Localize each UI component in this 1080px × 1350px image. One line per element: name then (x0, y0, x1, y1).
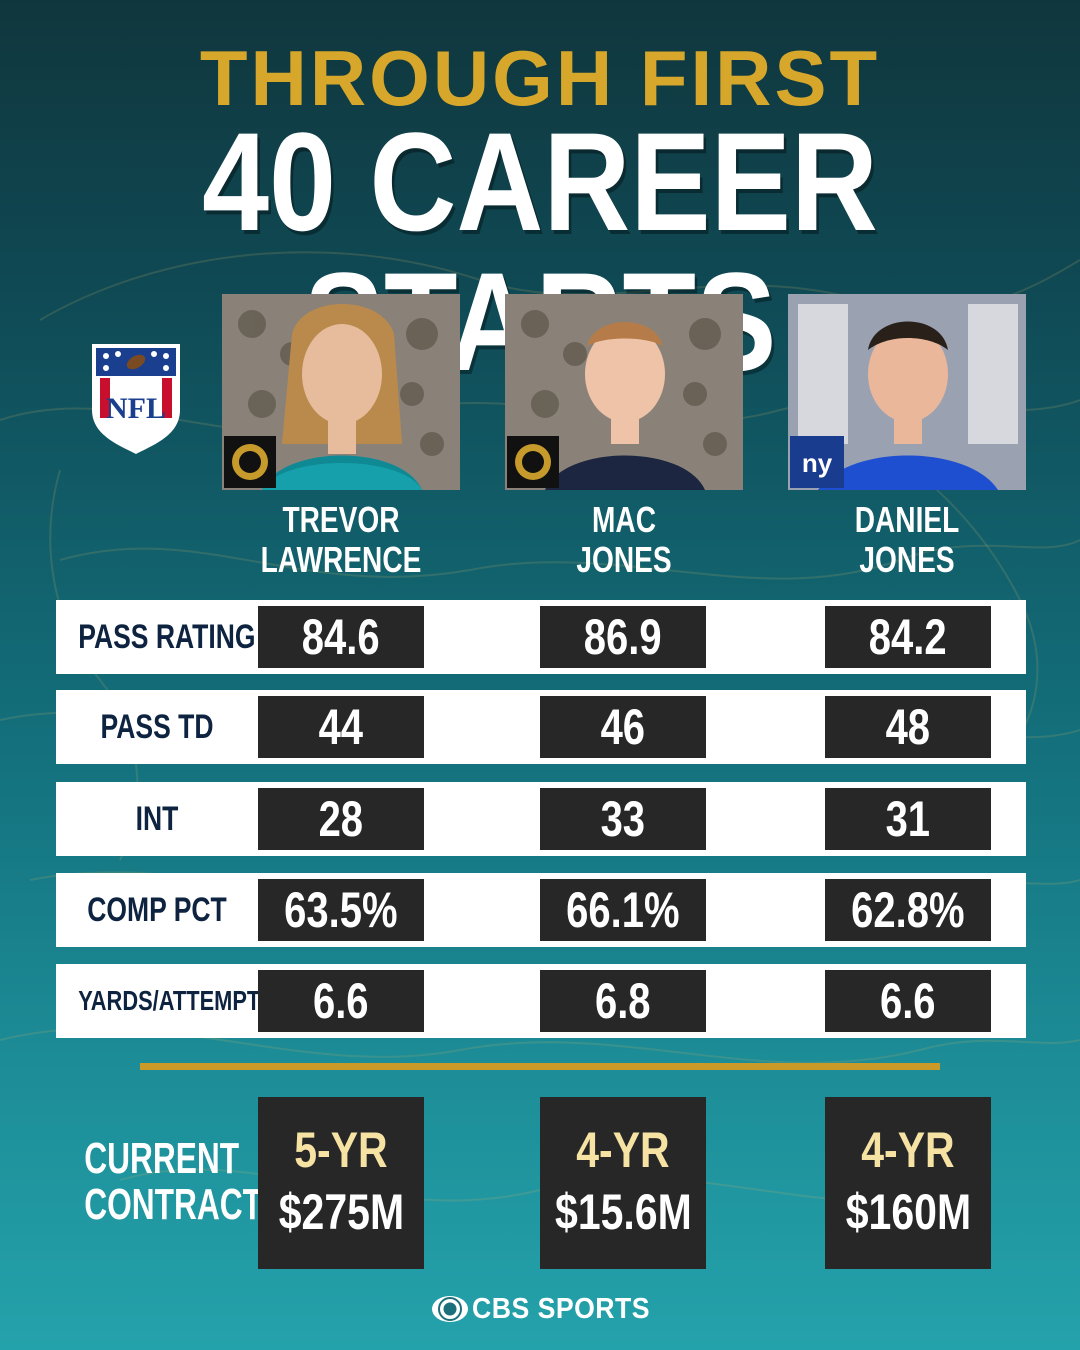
player-last-name: LAWRENCE (260, 539, 422, 580)
title-line-1: THROUGH FIRST (199, 34, 881, 122)
contract-box-mac-jones: 4-YR $15.6M (540, 1097, 706, 1269)
player-name-2: MAC JONES (531, 500, 717, 580)
player-last-name: JONES (576, 539, 672, 580)
player-photo-lawrence (222, 294, 460, 490)
stat-value: 6.6 (258, 970, 424, 1032)
stat-value: 84.6 (258, 606, 424, 668)
stat-row-int: INT 28 33 31 (56, 782, 1026, 856)
contract-years: 5-YR (294, 1122, 388, 1178)
player-name-3: DANIEL JONES (814, 500, 1000, 580)
stat-value: 44 (258, 696, 424, 758)
stat-value: 6.8 (540, 970, 706, 1032)
contract-years: 4-YR (576, 1122, 670, 1178)
nfl-logo-text: NFL (106, 392, 166, 425)
stat-value: 48 (825, 696, 991, 758)
player-photo-daniel-jones: ny (788, 294, 1026, 490)
stat-value: 63.5% (258, 879, 424, 941)
contract-label-line2: CONTRACT (84, 1180, 263, 1229)
stat-value: 46 (540, 696, 706, 758)
contract-box-lawrence: 5-YR $275M (258, 1097, 424, 1269)
stat-value: 28 (258, 788, 424, 850)
stat-label: YARDS/ATTEMPT (78, 985, 261, 1016)
stat-value: 33 (540, 788, 706, 850)
stat-label: PASS TD (100, 708, 214, 746)
giants-logo-icon: ny (802, 448, 833, 478)
stat-row-pass-td: PASS TD 44 46 48 (56, 690, 1026, 764)
contract-years: 4-YR (861, 1122, 955, 1178)
contract-box-daniel-jones: 4-YR $160M (825, 1097, 991, 1269)
stat-value: 86.9 (540, 606, 706, 668)
contract-label-line1: CURRENT (84, 1134, 240, 1183)
cbs-sports-logo: CBS SPORTS (430, 1290, 660, 1330)
stat-value: 62.8% (825, 879, 991, 941)
stat-value: 6.6 (825, 970, 991, 1032)
brand-text: CBS SPORTS (472, 1293, 651, 1325)
stat-label: PASS RATING (78, 618, 256, 656)
player-first-name: MAC (592, 499, 656, 540)
stat-value: 84.2 (825, 606, 991, 668)
contract-label: CURRENT CONTRACT (84, 1134, 263, 1229)
stat-value: 66.1% (540, 879, 706, 941)
player-last-name: JONES (859, 539, 955, 580)
contract-amount: $160M (845, 1184, 971, 1240)
cbs-eye-icon (432, 1296, 468, 1322)
gold-divider (140, 1063, 940, 1070)
contract-amount: $15.6M (555, 1184, 692, 1240)
contract-amount: $275M (278, 1184, 404, 1240)
stat-row-pass-rating: PASS RATING 84.6 86.9 84.2 (56, 600, 1026, 674)
nfl-shield-icon: NFL (92, 344, 180, 454)
stat-label: COMP PCT (87, 891, 227, 929)
stat-label: INT (135, 800, 179, 838)
player-name-1: TREVOR LAWRENCE (248, 500, 434, 580)
stat-row-comp-pct: COMP PCT 63.5% 66.1% 62.8% (56, 873, 1026, 947)
player-photo-mac-jones (505, 294, 743, 490)
player-first-name: TREVOR (282, 499, 400, 540)
player-first-name: DANIEL (854, 499, 960, 540)
stat-row-yards-attempt: YARDS/ATTEMPT 6.6 6.8 6.6 (56, 964, 1026, 1038)
stat-value: 31 (825, 788, 991, 850)
